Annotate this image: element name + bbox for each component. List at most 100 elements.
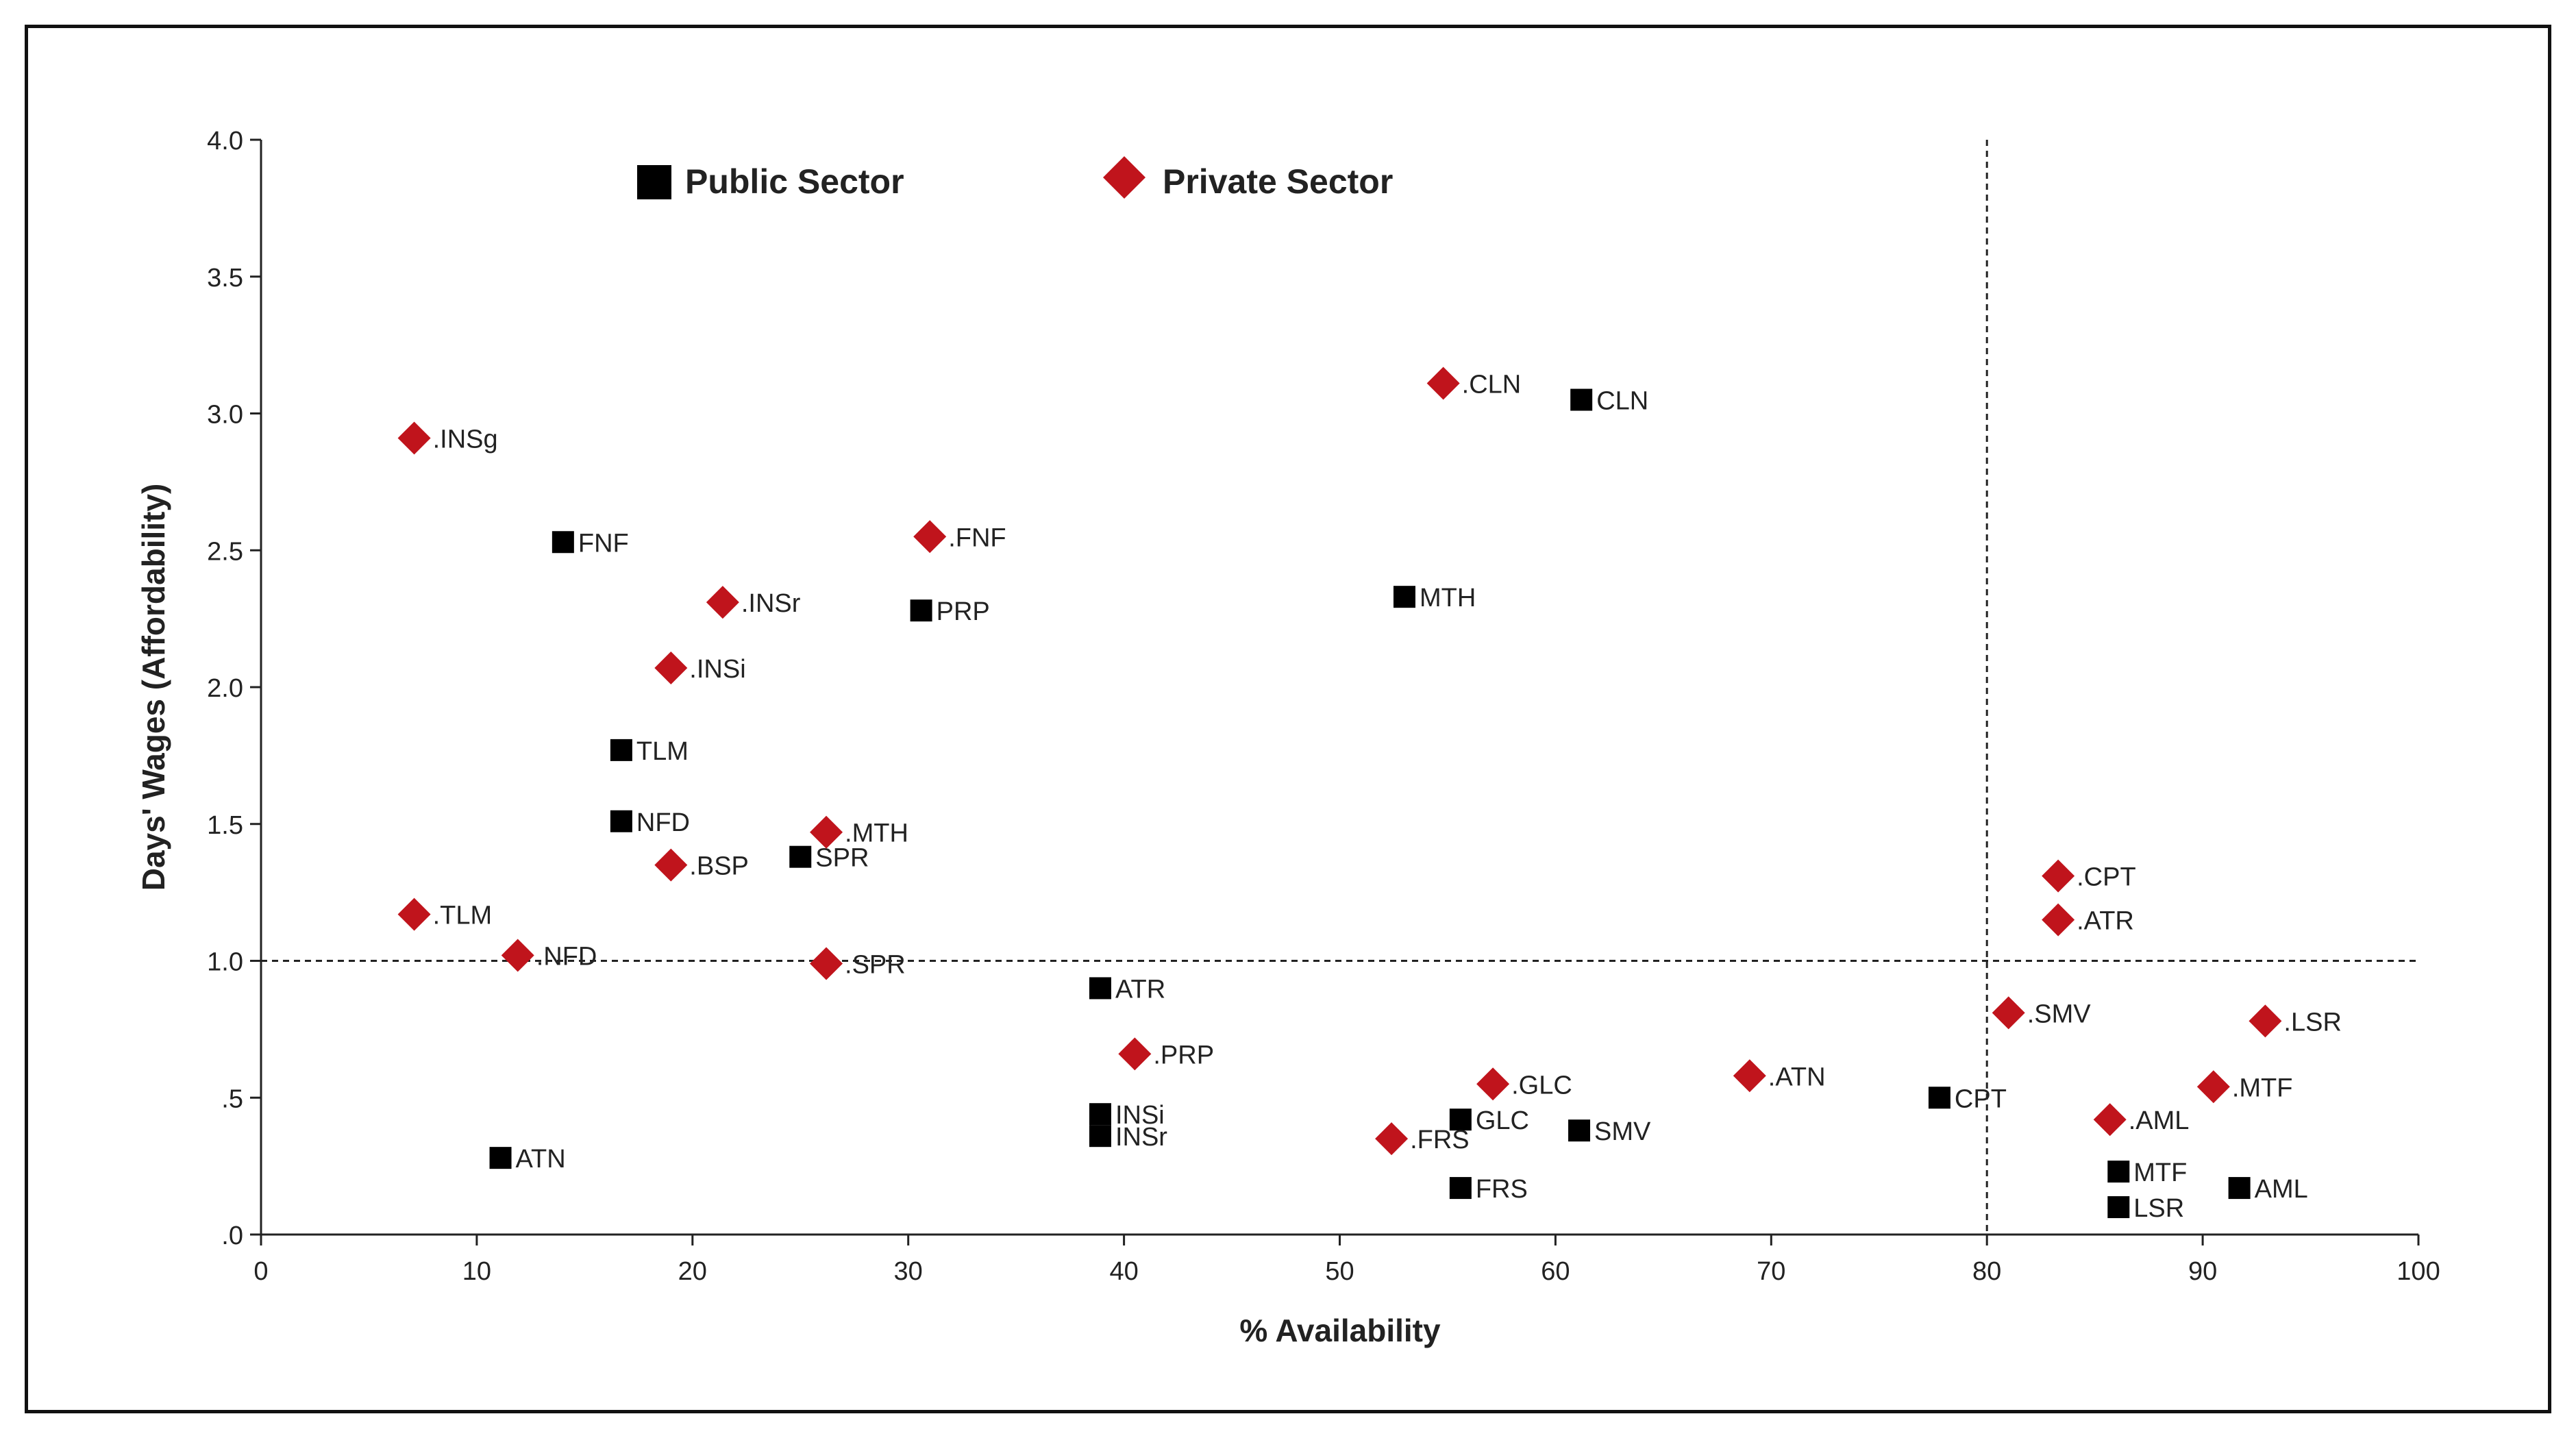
public-point-marker xyxy=(552,531,574,554)
private-point-marker xyxy=(2093,1103,2127,1137)
legend: Public Sector Private Sector xyxy=(637,156,1393,201)
public-point-label: NFD xyxy=(636,808,690,837)
public-point-marker xyxy=(1449,1177,1472,1200)
public-point-marker xyxy=(1089,977,1111,1000)
public-point-marker xyxy=(1089,1125,1111,1148)
public-point-marker xyxy=(2107,1161,2130,1183)
public-point-marker xyxy=(1570,388,1593,411)
x-tick-label: 40 xyxy=(1109,1257,1138,1286)
private-point-marker xyxy=(810,947,843,980)
private-point-marker xyxy=(2042,903,2075,937)
private-point-marker xyxy=(1733,1059,1766,1093)
private-point-marker xyxy=(2249,1004,2282,1038)
private-point-label: .MTF xyxy=(2232,1074,2293,1102)
private-point-marker xyxy=(397,421,431,455)
y-tick-label: 4.0 xyxy=(207,127,243,156)
public-point-label: FRS xyxy=(1476,1175,1528,1204)
x-tick-label: 50 xyxy=(1325,1257,1354,1286)
x-tick-label: 100 xyxy=(2397,1257,2440,1286)
public-point-label: MTF xyxy=(2133,1158,2187,1187)
y-axis-title: Days' Wages (Affordability) xyxy=(136,484,171,891)
y-tick-label: 2.0 xyxy=(207,674,243,703)
y-tick-label: 1.0 xyxy=(207,948,243,977)
private-sector-series: .CLN .INSg .FNF .INSr .INSi .MTH .BSP .TLM .NFD.… xyxy=(397,367,2342,1156)
private-point-label: .SPR xyxy=(845,950,906,979)
public-point-label: INSi xyxy=(1115,1101,1165,1130)
private-point-marker xyxy=(654,652,688,685)
private-point-marker xyxy=(501,939,534,972)
public-point-marker xyxy=(789,845,812,868)
private-point-label: .BSP xyxy=(689,852,749,881)
chart-frame xyxy=(25,25,2551,1413)
x-tick-label: 0 xyxy=(253,1257,268,1286)
legend-public-label: Public Sector xyxy=(685,162,904,201)
private-point-marker xyxy=(706,586,739,619)
private-point-label: .FNF xyxy=(948,523,1006,552)
public-point-label: CPT xyxy=(1955,1084,2007,1113)
reference-lines xyxy=(261,140,2418,1235)
public-sector-series: CLN FNF MTH PRP TLM NFD SPR ATR CPT INSi GLC INSr SM… xyxy=(489,387,2308,1223)
private-point-marker xyxy=(1992,996,2025,1030)
private-point-label: .INSi xyxy=(689,655,745,684)
public-point-label: CLN xyxy=(1596,387,1648,416)
y-tick-label: 1.5 xyxy=(207,811,243,840)
private-point-marker xyxy=(2042,859,2075,893)
public-point-marker xyxy=(1393,586,1415,608)
x-tick-label: 70 xyxy=(1757,1257,1785,1286)
public-point-label: LSR xyxy=(2133,1194,2184,1223)
private-point-marker xyxy=(1375,1122,1409,1156)
x-tick-label: 80 xyxy=(1972,1257,2001,1286)
y-tick-label: .0 xyxy=(221,1222,243,1250)
public-point-marker xyxy=(610,739,632,761)
x-tick-label: 20 xyxy=(678,1257,707,1286)
public-point-marker xyxy=(2228,1177,2251,1200)
public-point-label: TLM xyxy=(636,737,689,766)
public-point-label: FNF xyxy=(578,529,629,558)
public-point-marker xyxy=(610,810,632,832)
private-point-label: .LSR xyxy=(2283,1008,2341,1037)
legend-private-label: Private Sector xyxy=(1163,162,1393,201)
public-point-marker xyxy=(2107,1196,2130,1219)
public-point-marker xyxy=(1928,1087,1950,1109)
private-point-label: .FRS xyxy=(1410,1126,1470,1154)
y-ticks: .0 .5 1.0 1.5 2.0 2.5 3.0 3.5 4.0 xyxy=(207,127,261,1250)
private-point-label: .SMV xyxy=(2027,1000,2092,1028)
private-point-marker xyxy=(397,897,431,931)
private-point-label: .INSr xyxy=(741,589,801,618)
private-point-label: .CLN xyxy=(1462,371,1522,399)
private-point-marker xyxy=(913,520,947,554)
public-point-marker xyxy=(1089,1103,1111,1126)
public-point-marker xyxy=(1568,1119,1591,1142)
public-point-label: PRP xyxy=(937,597,990,626)
public-point-marker xyxy=(489,1147,512,1169)
public-point-label: MTH xyxy=(1420,584,1476,612)
public-point-label: SPR xyxy=(815,844,869,873)
x-axis-title: % Availability xyxy=(1239,1313,1441,1348)
y-tick-label: .5 xyxy=(221,1084,243,1113)
private-point-marker xyxy=(810,815,843,849)
public-point-label: SMV xyxy=(1594,1117,1651,1146)
x-tick-label: 90 xyxy=(2188,1257,2217,1286)
private-point-label: .INSg xyxy=(433,425,498,454)
private-point-label: .TLM xyxy=(433,902,493,930)
x-tick-label: 60 xyxy=(1541,1257,1570,1286)
public-point-label: AML xyxy=(2255,1175,2308,1204)
private-point-marker xyxy=(1118,1037,1152,1071)
public-point-label: GLC xyxy=(1476,1106,1529,1135)
public-point-label: ATR xyxy=(1115,975,1165,1004)
private-point-label: .PRP xyxy=(1153,1041,1214,1069)
y-tick-label: 3.5 xyxy=(207,264,243,293)
legend-public-marker xyxy=(637,165,671,199)
public-point-marker xyxy=(1449,1108,1472,1131)
private-point-label: .CPT xyxy=(2077,863,2136,892)
private-point-label: .NFD xyxy=(536,943,597,971)
public-point-label: ATN xyxy=(516,1145,566,1174)
private-point-label: .ATN xyxy=(1768,1063,1826,1091)
private-point-marker xyxy=(1426,367,1460,400)
legend-private-marker xyxy=(1103,156,1145,199)
y-tick-label: 2.5 xyxy=(207,537,243,566)
private-point-label: .GLC xyxy=(1511,1071,1572,1100)
y-tick-label: 3.0 xyxy=(207,401,243,430)
public-point-marker xyxy=(910,599,932,622)
